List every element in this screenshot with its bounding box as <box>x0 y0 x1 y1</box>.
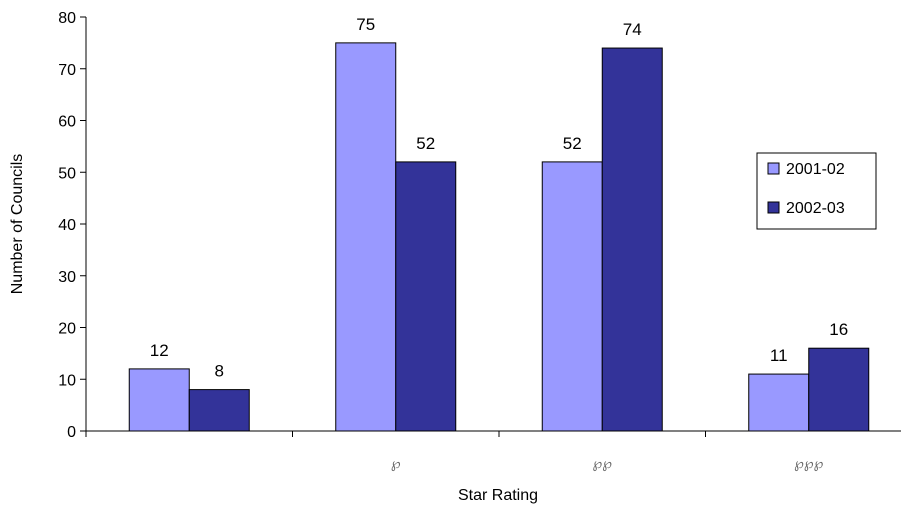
x-axis: ℘ ℘℘ ℘℘℘ <box>85 430 901 472</box>
bar-2001-02-1 <box>335 42 397 432</box>
legend: 2001-02 2002-03 <box>756 152 877 230</box>
y-tick-label: 70 <box>58 62 76 79</box>
bar-2002-03-0 <box>188 389 250 432</box>
x-category-label: ℘℘℘ <box>794 456 824 472</box>
data-label: 52 <box>416 134 435 153</box>
data-labels: 12 8 75 52 52 74 11 16 <box>150 15 848 381</box>
bar-2002-03-2 <box>601 47 663 432</box>
bar-2001-02-2 <box>541 161 603 432</box>
legend-label-2002-03: 2002-03 <box>786 200 845 217</box>
x-category-label: ℘℘ <box>592 456 612 472</box>
bars <box>128 42 870 432</box>
x-axis-title: Star Rating <box>458 487 538 504</box>
data-label: 12 <box>150 341 169 360</box>
y-tick-label: 20 <box>58 321 76 338</box>
y-tick-label: 80 <box>58 10 76 27</box>
legend-label-2001-02: 2001-02 <box>786 161 845 178</box>
bar-2001-02-3 <box>748 373 810 432</box>
y-tick-label: 30 <box>58 269 76 286</box>
data-label: 74 <box>623 20 642 39</box>
bar-2002-03-3 <box>808 347 870 432</box>
y-tick-label: 0 <box>67 424 76 441</box>
x-category-label: ℘ <box>391 456 401 472</box>
bar-2002-03-1 <box>395 161 457 432</box>
data-label: 16 <box>829 320 848 339</box>
data-label: 8 <box>215 362 224 381</box>
data-label: 52 <box>563 134 582 153</box>
data-label: 75 <box>356 15 375 34</box>
bar-2001-02-0 <box>128 368 190 432</box>
y-tick-label: 60 <box>58 114 76 131</box>
y-axis-title: Number of Councils <box>9 154 26 295</box>
data-label: 11 <box>770 346 788 365</box>
y-tick-label: 50 <box>58 165 76 182</box>
legend-swatch-2002-03 <box>767 201 780 214</box>
y-tick-label: 10 <box>58 372 76 389</box>
legend-swatch-2001-02 <box>767 162 780 175</box>
y-axis: 0 10 20 30 40 50 60 70 80 <box>58 10 87 441</box>
y-tick-label: 40 <box>58 217 76 234</box>
